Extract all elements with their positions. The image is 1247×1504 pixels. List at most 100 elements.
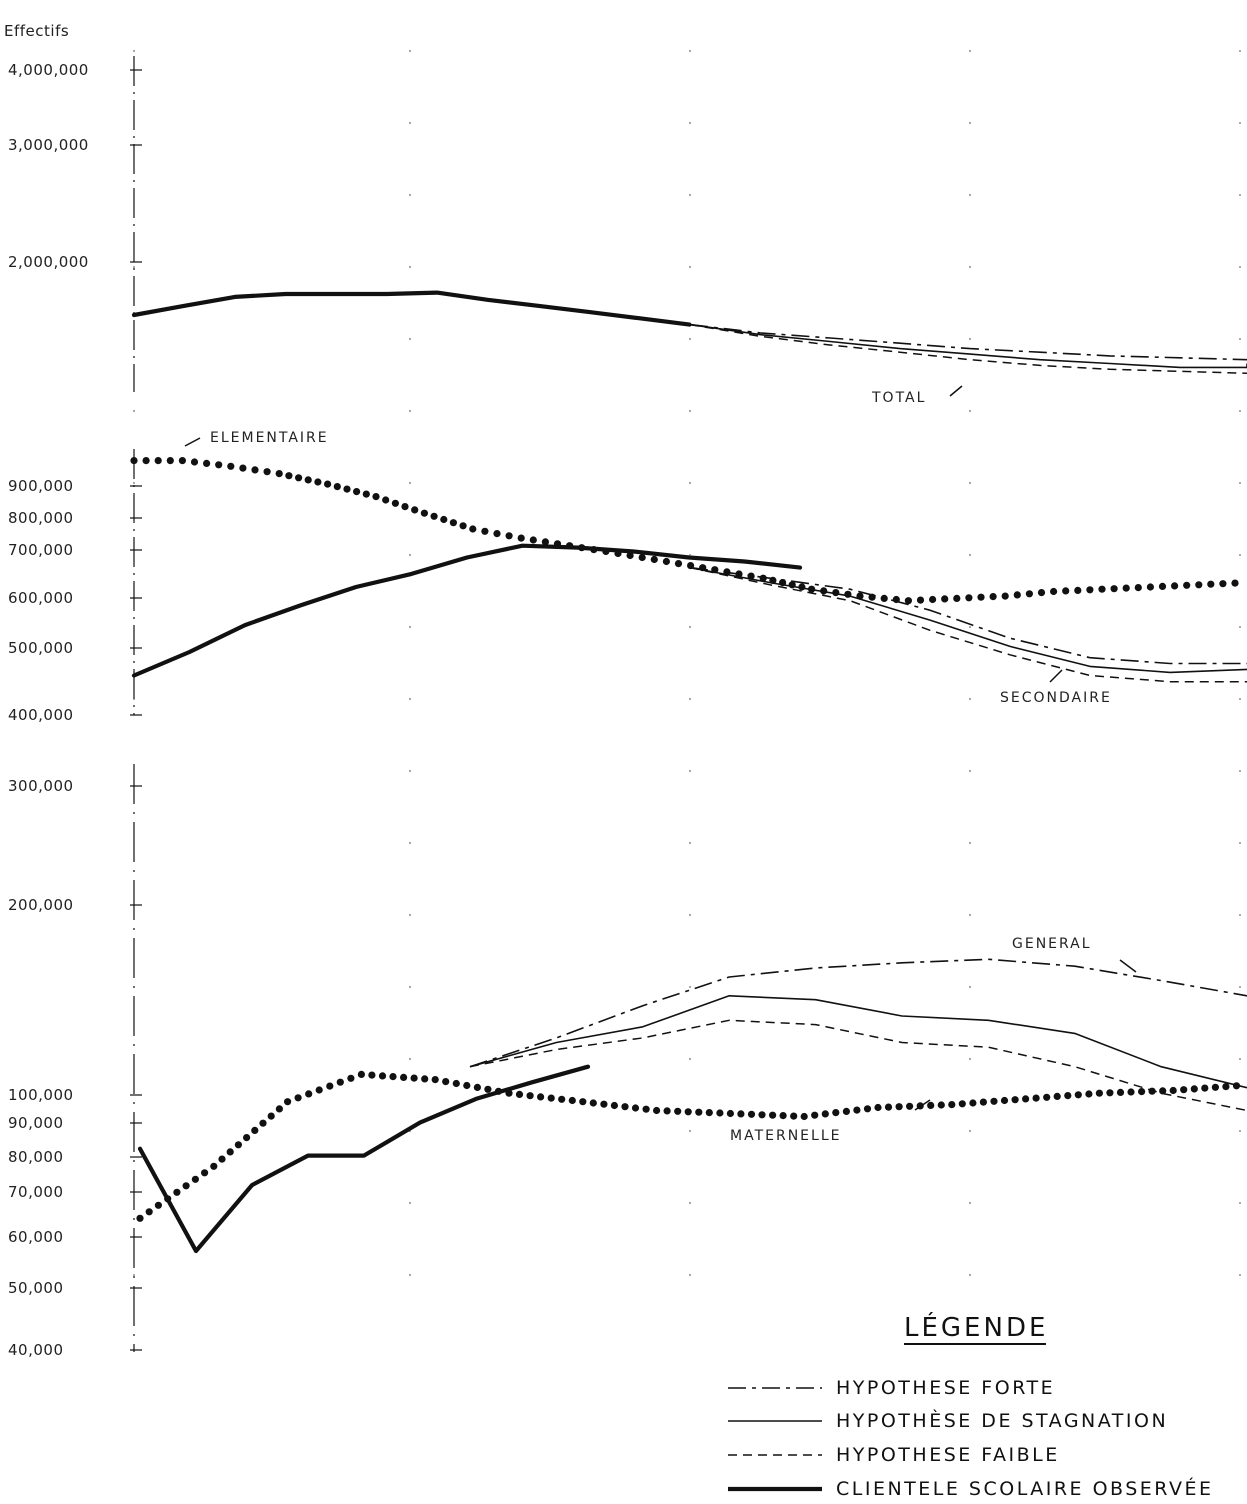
- series-dot: [251, 466, 259, 474]
- series-dot: [259, 1119, 267, 1127]
- series-dot: [1211, 1083, 1219, 1091]
- series-dot: [145, 1208, 153, 1216]
- series-dot: [600, 1100, 608, 1108]
- series-dot: [1180, 1086, 1188, 1094]
- series-dot: [263, 468, 271, 476]
- series-dot: [315, 1086, 323, 1094]
- series-dot: [589, 1099, 597, 1107]
- series-dot: [430, 512, 438, 520]
- series-dot: [173, 1188, 181, 1196]
- series-dot: [650, 555, 658, 564]
- series-dot: [853, 1106, 861, 1114]
- series-dot: [284, 1098, 292, 1106]
- series-dot: [674, 1107, 682, 1115]
- series-dot: [1116, 1088, 1125, 1096]
- series-dot: [440, 515, 448, 524]
- series-dot: [1050, 587, 1058, 596]
- series-dot: [716, 1109, 724, 1117]
- series-dot: [642, 1105, 650, 1113]
- series-stagnation-line: [689, 323, 1247, 369]
- series-dot: [579, 1098, 587, 1106]
- series-elementaire: [130, 457, 1239, 605]
- series-stagnation-line: [689, 566, 1247, 674]
- series-dot: [663, 1107, 671, 1115]
- series-dot: [191, 1175, 199, 1183]
- series-dot: [505, 532, 513, 540]
- series-dot: [305, 1090, 313, 1098]
- series-dot: [1098, 585, 1106, 593]
- series-dot: [226, 1148, 234, 1156]
- series-dot: [1122, 584, 1130, 592]
- series-stagnation-line: [469, 995, 1247, 1089]
- y-axis: 4,000,000 3,000,000 2,000,000 900,000 800,00…: [8, 56, 142, 1359]
- series-dot: [1207, 580, 1215, 588]
- series-dot: [336, 1078, 344, 1086]
- series-dot: [906, 1102, 914, 1110]
- series-dot: [958, 1100, 966, 1108]
- legend-label-observed: CLIENTELE SCOLAIRE OBSERVÉE: [836, 1477, 1213, 1500]
- series-faible-line: [689, 323, 1247, 375]
- series-faible-line: [689, 566, 1247, 683]
- y-tick-label: 900,000: [8, 477, 74, 495]
- label-leader: [1049, 669, 1063, 683]
- series-forte-line: [689, 566, 1247, 665]
- series-dot: [449, 519, 457, 527]
- panel-label-elementaire: ELEMENTAIRE: [210, 430, 329, 446]
- series-dot: [154, 457, 162, 465]
- series-dot: [1171, 582, 1179, 590]
- series-dot: [372, 493, 380, 501]
- series-dot: [382, 496, 390, 504]
- series-dot: [1074, 1091, 1082, 1099]
- series-dot: [154, 1201, 162, 1209]
- series-dot: [343, 485, 351, 493]
- series-dot: [215, 461, 223, 469]
- series-dot: [874, 1103, 882, 1112]
- series-dot: [368, 1071, 376, 1079]
- series-dot: [779, 1112, 787, 1120]
- y-tick-label: 800,000: [8, 509, 74, 527]
- y-axis-title: Effectifs: [4, 22, 69, 40]
- series-dot: [1022, 1095, 1030, 1103]
- series-dot: [842, 1107, 851, 1115]
- y-tick-label: 100,000: [8, 1086, 74, 1104]
- series-dot: [895, 1103, 903, 1111]
- series-dot: [420, 509, 428, 517]
- series-dot: [737, 1110, 745, 1118]
- series-dot: [452, 1079, 460, 1088]
- series-dot: [1127, 1088, 1135, 1096]
- series-dot: [621, 1103, 629, 1111]
- series-dot: [1169, 1086, 1177, 1095]
- series-dot: [904, 597, 913, 605]
- series-dot: [547, 1094, 555, 1102]
- series-dot: [653, 1106, 661, 1115]
- y-tick-label: 60,000: [8, 1228, 64, 1246]
- series-dot: [747, 1110, 756, 1118]
- series-dot: [1158, 582, 1167, 591]
- legend-label-stagnation: HYPOTHÈSE DE STAGNATION: [836, 1409, 1168, 1432]
- series-dot: [1219, 580, 1227, 588]
- series-dot: [990, 1097, 998, 1105]
- series-dot: [243, 1134, 251, 1142]
- y-tick-label: 400,000: [8, 706, 74, 724]
- series-dot: [517, 534, 525, 542]
- series-dot: [294, 1094, 302, 1102]
- series-dot: [218, 1155, 226, 1163]
- series-dot: [937, 1101, 945, 1109]
- series-dot: [275, 470, 283, 478]
- panel-label-secondaire: SECONDAIRE: [1000, 690, 1112, 706]
- series-dot: [136, 1214, 144, 1222]
- series-dot: [239, 464, 247, 472]
- series-dot: [863, 1105, 872, 1113]
- legend-title: LÉGENDE: [904, 1311, 1048, 1343]
- series-dot: [314, 478, 322, 486]
- y-tick-label: 2,000,000: [8, 253, 89, 271]
- series-dot: [1134, 584, 1142, 592]
- series-dot: [1053, 1092, 1061, 1100]
- series-dot: [969, 1099, 977, 1107]
- series-faible-line: [469, 1019, 1247, 1112]
- series-dot: [203, 459, 211, 467]
- series-dot: [410, 1074, 418, 1082]
- series-dot: [275, 1105, 283, 1113]
- series-dot: [1159, 1087, 1167, 1095]
- series-dot: [326, 1082, 334, 1090]
